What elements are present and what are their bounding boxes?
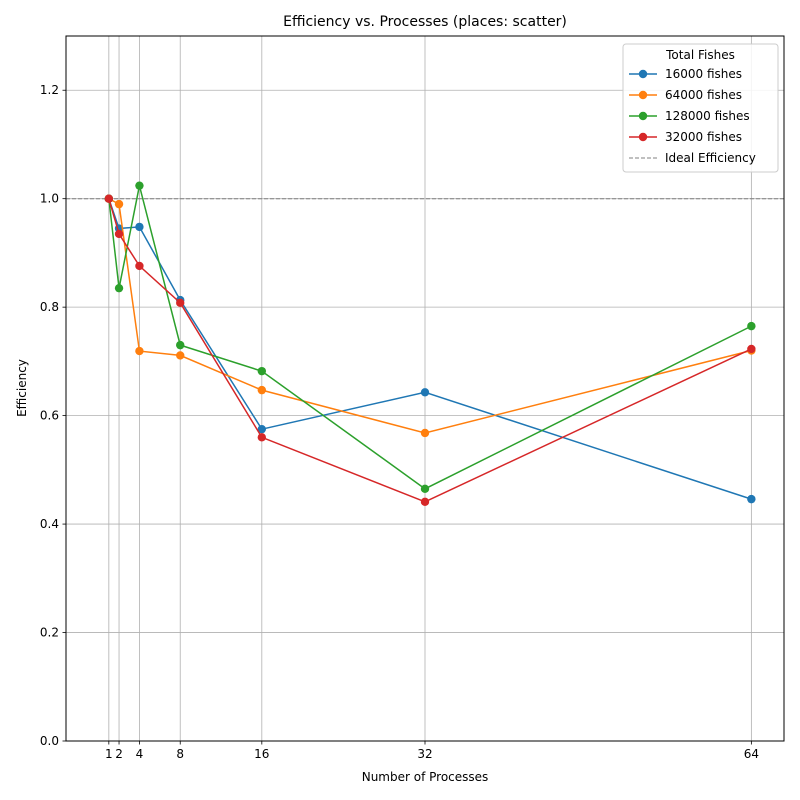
legend-label: Ideal Efficiency <box>665 151 756 165</box>
data-point <box>176 298 185 308</box>
data-point <box>135 222 144 232</box>
legend-title: Total Fishes <box>665 48 735 62</box>
series-line <box>108 185 752 490</box>
x-axis-label: Number of Processes <box>362 770 489 784</box>
data-point <box>257 424 267 434</box>
y-tick-label: 0.8 <box>40 300 59 314</box>
y-axis-label: Efficiency <box>15 359 29 417</box>
legend-entry[interactable]: 128000 fishes <box>629 109 750 123</box>
x-tick-label: 64 <box>744 747 759 761</box>
legend-box <box>622 43 779 173</box>
data-point <box>257 366 267 376</box>
data-point <box>420 428 430 438</box>
data-point <box>176 340 185 350</box>
y-tick-label: 0.6 <box>40 409 59 423</box>
y-tick-label: 0.2 <box>40 626 59 640</box>
legend-marker <box>638 69 648 79</box>
data-point <box>135 261 144 271</box>
data-point <box>747 321 756 331</box>
x-tick-label: 4 <box>136 747 144 761</box>
y-tick-label: 0.0 <box>40 734 59 748</box>
data-point <box>747 344 756 354</box>
series-3 <box>104 194 756 507</box>
x-tick-label: 1 <box>105 747 113 761</box>
x-tick-label: 32 <box>417 747 432 761</box>
x-axis-ticks: 1 2 4 8 16 32 64 <box>105 741 759 761</box>
data-point <box>420 388 430 397</box>
data-point <box>114 199 124 209</box>
legend-entry[interactable]: 32000 fishes <box>629 130 742 144</box>
data-point <box>257 385 267 395</box>
legend-marker <box>638 132 648 142</box>
series-line <box>108 198 752 434</box>
series-1 <box>104 194 756 438</box>
legend-entry[interactable]: 16000 fishes <box>629 67 742 81</box>
data-point <box>747 494 756 504</box>
x-tick-label: 16 <box>254 747 269 761</box>
y-axis-ticks: 0.0 0.2 0.4 0.6 0.8 1.0 1.2 <box>40 83 66 748</box>
data-point <box>114 229 124 239</box>
legend-marker <box>638 111 648 121</box>
data-point <box>114 283 124 293</box>
legend-entry[interactable]: Ideal Efficiency <box>629 151 756 165</box>
series-2 <box>104 181 756 494</box>
x-tick-label: 8 <box>176 747 184 761</box>
chart-title: Efficiency vs. Processes (places: scatte… <box>283 14 567 30</box>
data-point <box>104 194 114 203</box>
x-tick-label: 2 <box>115 747 123 761</box>
series-line <box>108 198 752 503</box>
y-tick-label: 1.2 <box>40 83 59 97</box>
series-group <box>104 181 756 507</box>
y-tick-label: 1.0 <box>40 192 59 206</box>
data-point <box>420 484 430 494</box>
data-point <box>257 433 267 442</box>
data-point <box>135 181 144 190</box>
y-tick-label: 0.4 <box>40 517 59 531</box>
legend-label: 16000 fishes <box>665 67 742 81</box>
series-0 <box>104 194 756 504</box>
data-point <box>420 497 430 507</box>
legend-label: 128000 fishes <box>665 109 750 123</box>
legend[interactable]: Total Fishes 16000 fishes 64000 fishes 1280… <box>622 43 779 173</box>
legend-label: 32000 fishes <box>665 130 742 144</box>
data-point <box>176 351 185 360</box>
series-line <box>108 198 752 500</box>
legend-entry[interactable]: 64000 fishes <box>629 88 742 102</box>
legend-label: 64000 fishes <box>665 88 742 102</box>
legend-marker <box>638 90 648 100</box>
data-point <box>135 346 144 356</box>
